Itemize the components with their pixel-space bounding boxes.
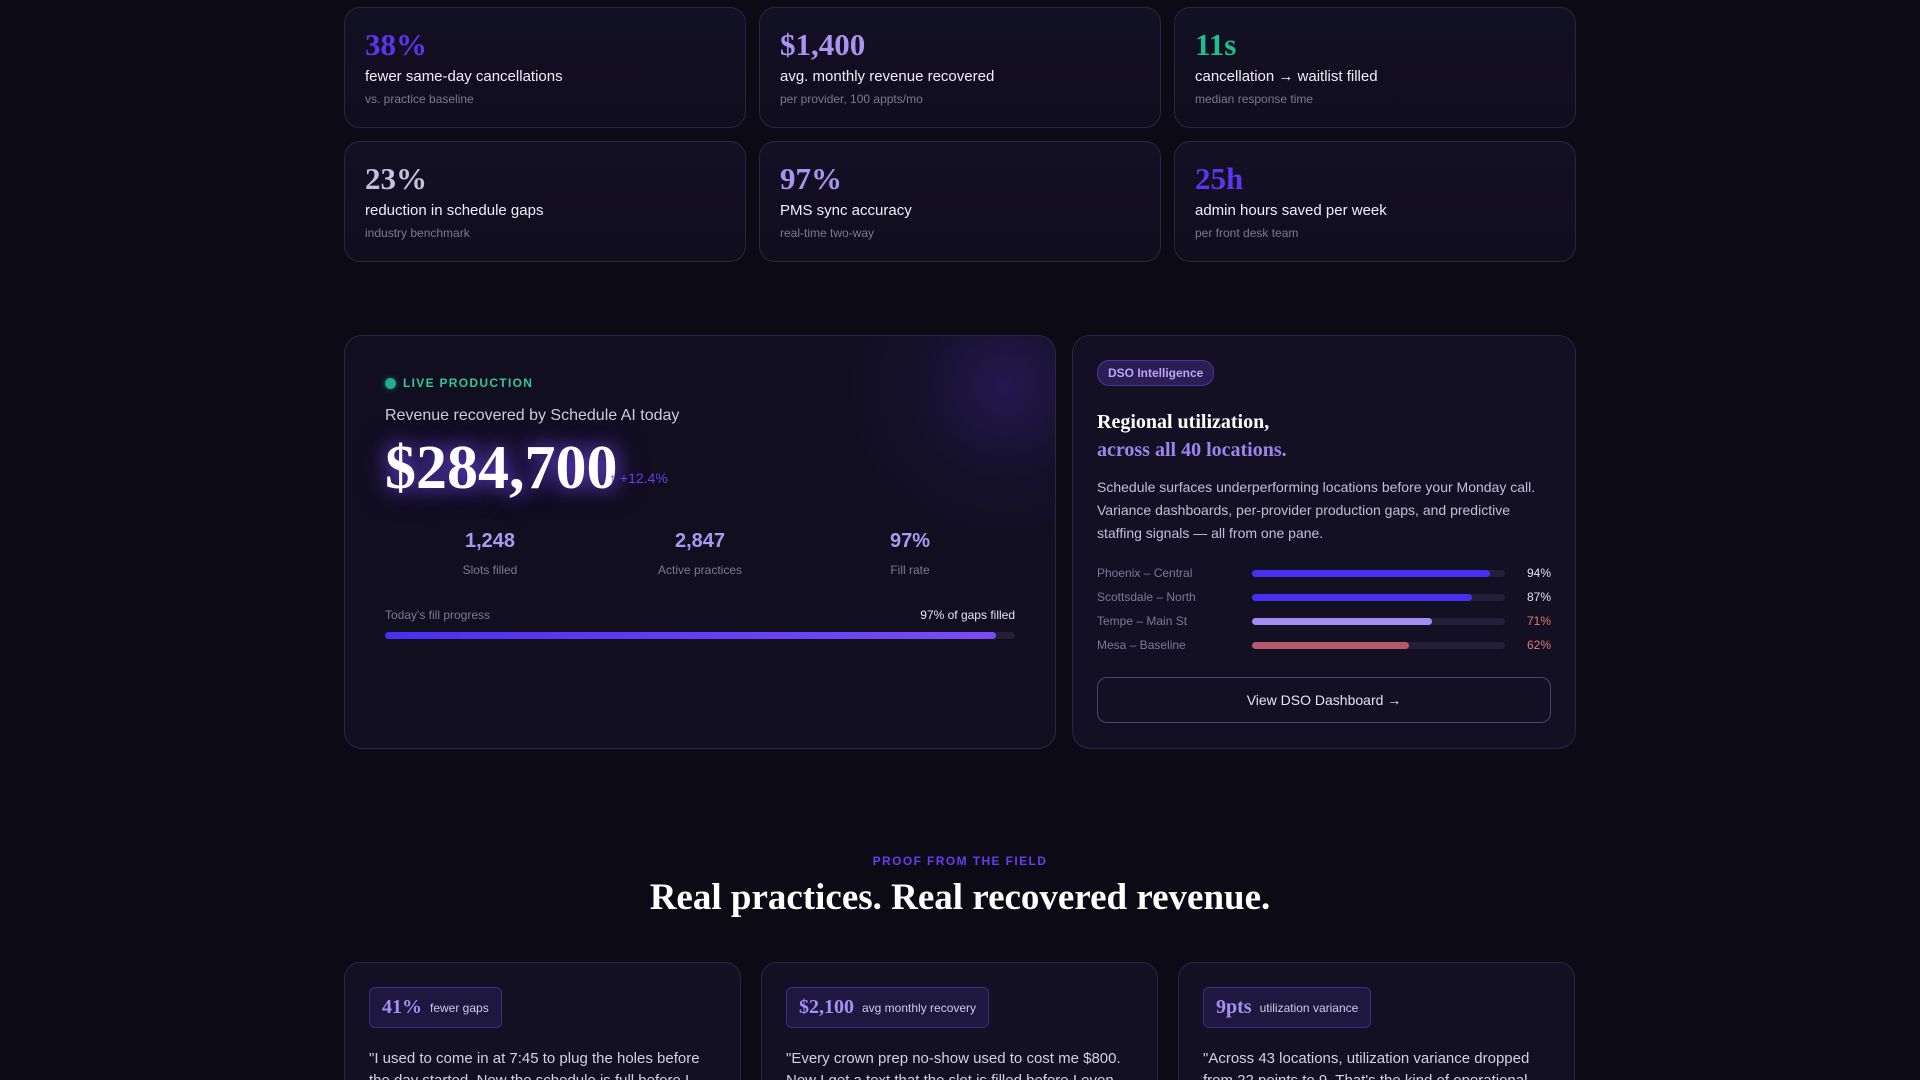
- live-stat-slots: 1,248 Slots filled: [385, 530, 595, 577]
- dso-title-highlight: across all 40 locations.: [1097, 439, 1287, 461]
- dso-description: Schedule surfaces underperforming locati…: [1097, 479, 1536, 541]
- utilization-bar: [1252, 617, 1506, 625]
- testimonial-quote: "I used to come in at 7:45 to plug the h…: [369, 1050, 700, 1080]
- stat-sub: vs. practice baseline: [365, 92, 474, 106]
- live-subtitle: Revenue recovered by Schedule AI today: [385, 407, 680, 424]
- stat-value: 11s: [1195, 27, 1237, 62]
- location-name: Scottsdale – North: [1097, 590, 1196, 604]
- stat-value: 23%: [365, 161, 427, 196]
- progress-value: 97% of gaps filled: [920, 608, 1015, 622]
- testimonial-metric: 9pts: [1216, 996, 1252, 1018]
- section-title: Real practices. Real recovered revenue.: [649, 877, 1271, 918]
- revenue-amount: $284,700: [385, 434, 618, 502]
- stat-card: 97% PMS sync accuracy real-time two-way: [759, 141, 1161, 262]
- live-stat-label: Active practices: [657, 563, 743, 577]
- testimonial-metric-badge: 9pts utilization variance: [1203, 987, 1372, 1028]
- utilization-row: Mesa – Baseline 62%: [1097, 633, 1551, 657]
- utilization-percent: 71%: [1526, 614, 1551, 628]
- view-dso-dashboard-button[interactable]: View DSO Dashboard →: [1097, 677, 1551, 723]
- stat-value: 97%: [780, 161, 842, 196]
- dso-badge: DSO Intelligence: [1097, 360, 1215, 386]
- testimonial-metric-badge: $2,100 avg monthly recovery: [786, 987, 990, 1028]
- live-stat-practices: 2,847 Active practices: [595, 530, 805, 577]
- utilization-bar-fill: [1252, 593, 1473, 601]
- dso-intelligence-card: DSO Intelligence Regional utilization, a…: [1072, 335, 1576, 749]
- stat-card: 25h admin hours saved per week per front…: [1174, 141, 1576, 262]
- testimonial-card: 9pts utilization variance "Across 43 loc…: [1178, 962, 1575, 1080]
- location-name: Tempe – Main St: [1097, 614, 1188, 628]
- utilization-percent: 94%: [1526, 566, 1551, 580]
- utilization-row: Scottsdale – North 87%: [1097, 585, 1551, 609]
- revenue-delta: ↑ +12.4%: [609, 470, 668, 486]
- utilization-bar-fill: [1252, 617, 1432, 625]
- utilization-list: Phoenix – Central 94% Scottsdale – North…: [1097, 561, 1551, 657]
- stat-label: avg. monthly revenue recovered: [780, 68, 995, 85]
- fill-progress-bar: [385, 632, 1015, 639]
- utilization-percent: 87%: [1526, 590, 1551, 604]
- stat-card: 23% reduction in schedule gaps industry …: [344, 141, 746, 262]
- progress-header: Today's fill progress 97% of gaps filled: [385, 608, 1015, 622]
- section-eyebrow: PROOF FROM THE FIELD: [872, 854, 1048, 868]
- stat-label: reduction in schedule gaps: [365, 202, 544, 219]
- stat-sub: industry benchmark: [365, 226, 470, 240]
- utilization-bar: [1252, 593, 1506, 601]
- live-stat-label: Fill rate: [890, 563, 930, 577]
- stat-label: cancellation → waitlist filled: [1195, 68, 1378, 85]
- stat-sub: per front desk team: [1195, 226, 1299, 240]
- live-production-card: LIVE PRODUCTION Revenue recovered by Sch…: [344, 335, 1056, 749]
- utilization-bar-fill: [1252, 641, 1410, 649]
- location-name: Mesa – Baseline: [1097, 638, 1186, 652]
- live-badge-label: LIVE PRODUCTION: [403, 376, 534, 390]
- testimonial-metric: 41%: [382, 996, 422, 1018]
- stat-sub: real-time two-way: [780, 226, 875, 240]
- live-dot-icon: [385, 377, 396, 389]
- live-stat-label: Slots filled: [462, 563, 518, 577]
- testimonial-metric-label: fewer gaps: [430, 1000, 489, 1015]
- live-stats: 1,248 Slots filled 2,847 Active practice…: [385, 530, 1015, 577]
- stat-value: $1,400: [780, 27, 866, 62]
- testimonial-metric-label: utilization variance: [1259, 1000, 1359, 1015]
- live-stat-value: 97%: [889, 530, 931, 552]
- testimonial-quote: "Every crown prep no-show used to cost m…: [786, 1050, 1121, 1080]
- testimonial-quote: "Across 43 locations, utilization varian…: [1203, 1050, 1530, 1080]
- testimonial-card: $2,100 avg monthly recovery "Every crown…: [761, 962, 1158, 1080]
- utilization-row: Tempe – Main St 71%: [1097, 609, 1551, 633]
- stats-grid: 38% fewer same-day cancellations vs. pra…: [344, 7, 1576, 262]
- stat-card: 38% fewer same-day cancellations vs. pra…: [344, 7, 746, 128]
- testimonials-grid: 41% fewer gaps "I used to come in at 7:4…: [344, 962, 1576, 1080]
- live-badge: LIVE PRODUCTION: [385, 376, 533, 390]
- stat-value: 38%: [365, 27, 427, 62]
- utilization-bar-fill: [1252, 569, 1491, 577]
- location-name: Phoenix – Central: [1097, 566, 1193, 580]
- stat-sub: per provider, 100 appts/mo: [780, 92, 923, 106]
- utilization-bar: [1252, 569, 1506, 577]
- stat-label: PMS sync accuracy: [780, 202, 912, 219]
- stat-sub: median response time: [1195, 92, 1314, 106]
- utilization-percent: 62%: [1526, 638, 1551, 652]
- live-stat-value: 1,248: [464, 530, 516, 552]
- testimonial-metric-badge: 41% fewer gaps: [369, 987, 502, 1028]
- progress-label: Today's fill progress: [385, 608, 490, 622]
- live-stat-fill-rate: 97% Fill rate: [805, 530, 1015, 577]
- utilization-row: Phoenix – Central 94%: [1097, 561, 1551, 585]
- utilization-bar: [1252, 641, 1506, 649]
- testimonial-metric: $2,100: [799, 996, 854, 1018]
- stat-value: 25h: [1195, 161, 1244, 196]
- stat-card: 11s cancellation → waitlist filled media…: [1174, 7, 1576, 128]
- stat-label: fewer same-day cancellations: [365, 68, 563, 85]
- stat-card: $1,400 avg. monthly revenue recovered pe…: [759, 7, 1161, 128]
- fill-progress-bar-fill: [385, 632, 997, 639]
- testimonial-card: 41% fewer gaps "I used to come in at 7:4…: [344, 962, 741, 1080]
- dso-title: Regional utilization,: [1097, 411, 1270, 433]
- live-stat-value: 2,847: [674, 530, 726, 552]
- testimonial-metric-label: avg monthly recovery: [862, 1000, 977, 1015]
- stat-label: admin hours saved per week: [1195, 202, 1387, 219]
